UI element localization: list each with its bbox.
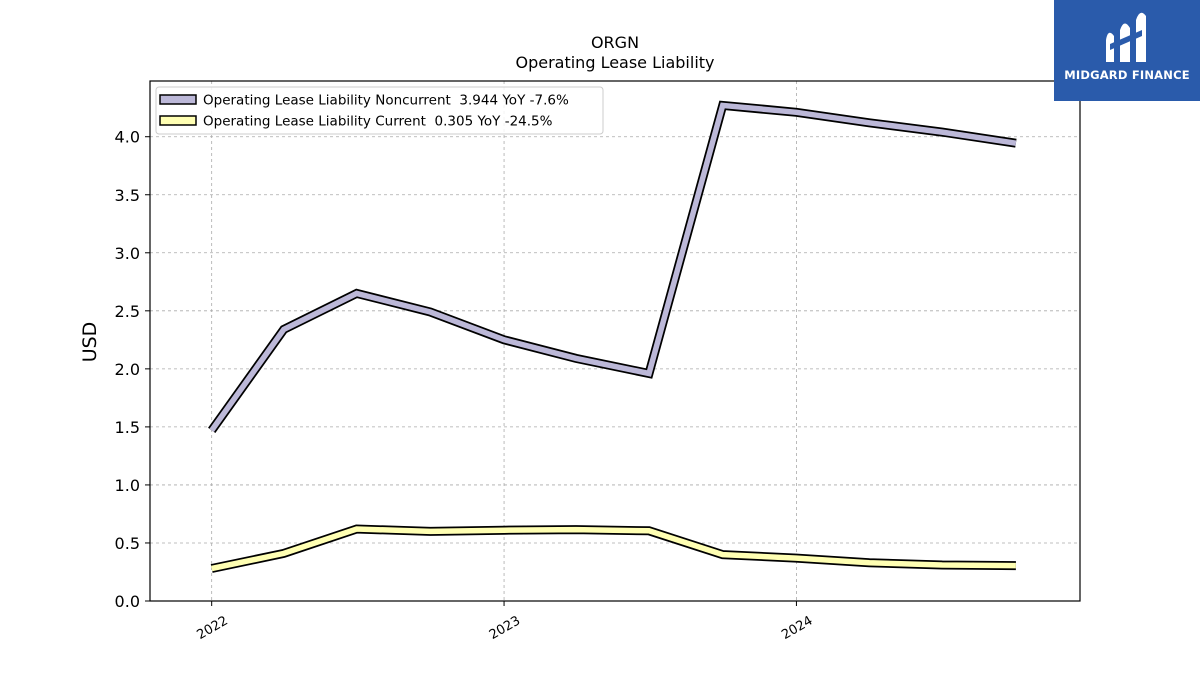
y-tick-label: 2.5 (115, 302, 140, 321)
x-axis: 2022 2023 2024 (195, 601, 815, 643)
series-line-1 (210, 524, 1016, 573)
y-axis: 0.0 0.5 1.0 1.5 2.0 2.5 3.0 3.5 4.0 (115, 128, 150, 611)
legend-swatch-current (159, 115, 197, 126)
y-tick-label: 0.5 (115, 534, 140, 553)
y-tick-label: 0.0 (115, 592, 140, 611)
chart-subtitle: Operating Lease Liability (515, 53, 714, 72)
chart-title: ORGN (591, 33, 639, 52)
series-fill-line (209, 102, 1017, 432)
logo-text: MIDGARD FINANCE (1064, 68, 1190, 82)
x-tick-label: 2022 (195, 613, 231, 643)
grid (150, 81, 1080, 602)
legend-entry-noncurrent: Operating Lease Liability Noncurrent 3.9… (203, 93, 569, 109)
series-fill-line (211, 526, 1016, 572)
y-tick-label: 4.0 (115, 128, 140, 147)
legend: Operating Lease Liability Noncurrent 3.9… (155, 86, 604, 135)
midgard-finance-logo: MIDGARD FINANCE (1054, 0, 1200, 101)
series-layer (208, 100, 1017, 573)
y-tick-label: 1.5 (115, 418, 140, 437)
y-tick-label: 3.0 (115, 244, 140, 263)
series-outline (208, 100, 1017, 434)
y-tick-label: 3.5 (115, 186, 140, 205)
series-line-0 (208, 100, 1017, 434)
x-tick-label: 2024 (779, 613, 815, 643)
y-axis-label: USD (79, 322, 101, 363)
y-tick-label: 1.0 (115, 476, 140, 495)
midgard-logo-icon (1106, 12, 1146, 62)
legend-entry-current: Operating Lease Liability Current 0.305 … (203, 114, 553, 130)
x-tick-label: 2023 (487, 613, 523, 643)
y-tick-label: 2.0 (115, 360, 140, 379)
plot-frame (149, 80, 1081, 602)
legend-swatch-noncurrent (159, 94, 197, 105)
legend-box (155, 86, 604, 135)
